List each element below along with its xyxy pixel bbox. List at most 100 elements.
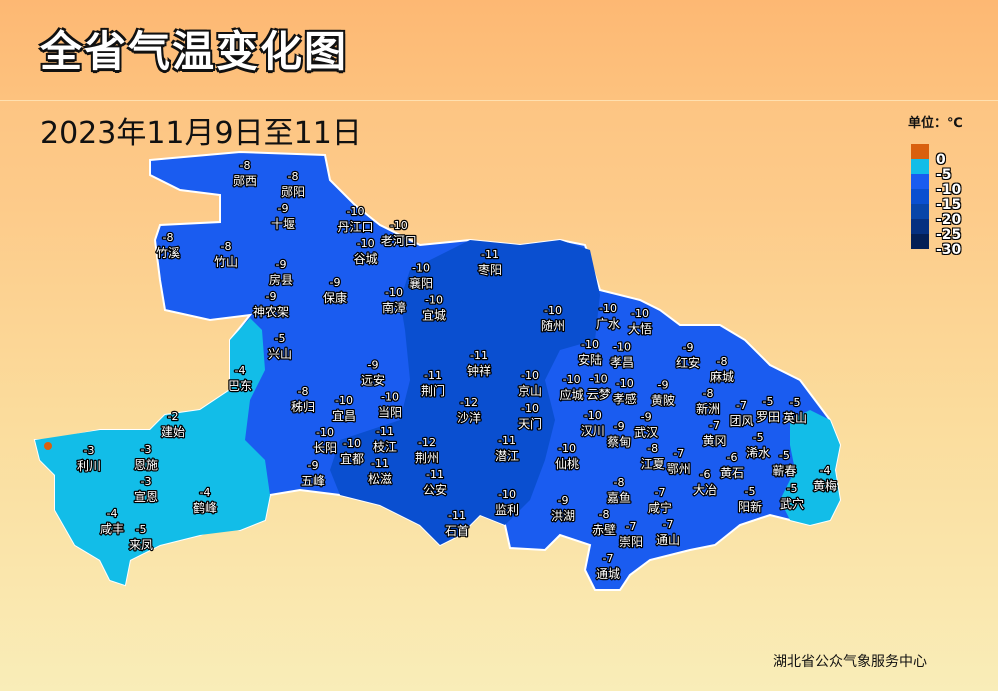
station-value: -11 [424, 369, 442, 382]
station-value: -8 [703, 387, 714, 400]
station-65: -5阳新 [737, 484, 764, 516]
station-value: -6 [700, 468, 711, 481]
station-value: -10 [616, 377, 634, 390]
station-value: -8 [599, 508, 610, 521]
legend-unit: 单位：℃ [908, 116, 963, 131]
station-56: -7咸宁 [647, 485, 674, 517]
station-name: 监利 [495, 503, 519, 517]
legend-swatch [911, 144, 929, 159]
legend-label: -20 [936, 212, 962, 228]
station-name: 郧西 [233, 174, 257, 188]
station-17: -8 秭归 [290, 384, 317, 416]
station-name: 保康 [323, 290, 347, 305]
station-value: -9 [266, 290, 277, 303]
station-68: -5 英山 [782, 395, 809, 427]
station-value: -10 [498, 488, 516, 501]
central-cold-region [330, 240, 600, 545]
station-name: 来凤 [129, 538, 153, 552]
station-name: 长阳 [313, 441, 337, 455]
header-band [0, 0, 998, 101]
station-name: 宜城 [422, 308, 446, 323]
station-62: -5 浠水 [745, 430, 772, 462]
station-24: -10 京山 [517, 368, 544, 400]
station-value: -7 [663, 518, 674, 531]
station-value: -10 [613, 341, 631, 354]
station-name: 荆州 [415, 451, 439, 465]
legend-swatch [911, 189, 929, 204]
station-value: -9 [558, 494, 569, 507]
station-name: 罗田 [756, 410, 780, 424]
station-8: -9房县 [268, 257, 295, 289]
east-mild-region [780, 410, 840, 525]
station-value: -8 [614, 476, 625, 489]
station-name: 五峰 [301, 474, 325, 488]
station-value: -5 [787, 482, 798, 495]
station-value: -10 [385, 286, 403, 299]
station-value: -11 [448, 509, 466, 522]
station-name: 秭归 [291, 400, 315, 414]
station-name: 咸丰 [100, 522, 124, 536]
station-1: -8 郧阳 [280, 169, 307, 201]
station-name: 丹江口 [337, 220, 373, 234]
station-value: -10 [316, 426, 334, 439]
station-name: 郧阳 [281, 185, 305, 199]
legend-label: -5 [936, 167, 952, 183]
station-73: -3宣恩 [133, 474, 160, 506]
legend-swatch [911, 204, 929, 219]
station-19: -10 当阳 [377, 389, 404, 421]
station-name: 鹤峰 [193, 500, 217, 515]
station-value: -4 [200, 486, 211, 499]
station-3: -10 丹江口 [336, 204, 375, 236]
station-name: 嘉鱼 [607, 491, 631, 505]
station-value: -8 [288, 170, 299, 183]
station-value: -10 [599, 302, 617, 315]
station-59: -7 鄂州 [666, 446, 693, 478]
station-name: 钟祥 [467, 363, 491, 378]
station-name: 恩施 [134, 458, 158, 472]
station-value: -9 [276, 258, 287, 271]
station-value: -9 [658, 379, 669, 392]
station-name: 孝昌 [610, 356, 634, 370]
station-value: -9 [368, 359, 379, 372]
station-name: 十堰 [271, 217, 295, 231]
station-34: -9红安 [675, 340, 702, 372]
station-name: 宜都 [340, 451, 364, 466]
legend-label: -10 [936, 182, 962, 198]
station-name: 仙桃 [555, 456, 579, 471]
station-value: -12 [460, 396, 478, 409]
station-value: -10 [347, 205, 365, 218]
station-value: -5 [790, 396, 801, 409]
station-58: -8 江夏 [639, 441, 666, 473]
station-14: -9 神农架 [252, 289, 291, 321]
station-name: 利川 [77, 459, 101, 473]
station-name: 枣阳 [478, 263, 502, 277]
station-15: -5 兴山 [267, 331, 294, 363]
station-name: 咸宁 [648, 500, 672, 515]
station-value: -10 [584, 409, 602, 422]
station-value: -7 [709, 419, 720, 432]
west-mild-region [35, 318, 270, 585]
station-63: -6 黄石 [719, 450, 746, 482]
station-18: -9远安 [360, 357, 387, 389]
station-value: -5 [136, 523, 147, 536]
station-0: -8 郧西 [232, 158, 259, 190]
station-value: -7 [673, 447, 684, 460]
station-name: 通山 [656, 533, 680, 547]
station-name: 大悟 [628, 321, 652, 336]
station-value: -11 [481, 248, 499, 261]
station-value: -10 [357, 237, 375, 250]
station-name: 黄冈 [702, 434, 726, 448]
station-value: -10 [521, 402, 539, 415]
station-name: 孝感 [613, 391, 637, 406]
